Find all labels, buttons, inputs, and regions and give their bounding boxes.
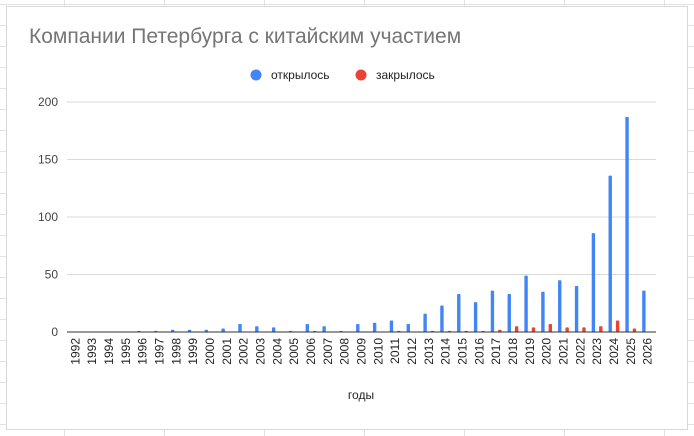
x-tick-label: 2004: [270, 338, 284, 365]
x-axis-title: годы: [348, 388, 374, 402]
legend-label: открылось: [271, 68, 330, 82]
bar-opened: [591, 233, 596, 332]
bar-opened: [524, 275, 528, 332]
bar-opened: [271, 327, 276, 332]
bar-opened: [187, 329, 192, 332]
x-tick-label: 2005: [287, 338, 301, 365]
x-tick-label: 2023: [590, 338, 604, 365]
bar-closed: [582, 327, 586, 332]
gridlines: [67, 101, 656, 275]
bar-closed: [565, 327, 569, 332]
x-tick-label: 2017: [489, 338, 503, 365]
bar-closed: [498, 329, 502, 332]
bar-opened: [372, 322, 377, 332]
x-tick-label: 2007: [321, 338, 335, 365]
bar-closed: [615, 320, 620, 332]
bar-closed: [632, 328, 637, 332]
bar-opened: [255, 326, 259, 332]
x-tick-label: 1995: [119, 338, 133, 365]
bar-opened: [642, 290, 646, 332]
x-tick-label: 1992: [68, 338, 82, 365]
x-tick-label: 2018: [506, 338, 520, 365]
x-tick-label: 2000: [203, 338, 217, 365]
chart-card[interactable]: [6, 6, 688, 430]
x-tick-label: 2025: [624, 338, 638, 365]
bar-closed: [548, 323, 553, 332]
x-tick-label: 2026: [641, 338, 655, 365]
x-tick-label: 2021: [556, 338, 570, 365]
x-tick-label: 2008: [338, 338, 352, 365]
bar-closed: [599, 326, 603, 332]
x-tick-labels: 1992 1993 1994 1995 1996 1997 1998 1999 2000 2001…: [68, 338, 654, 365]
y-tick-label: 200: [38, 95, 58, 109]
y-tick-label: 50: [45, 268, 59, 282]
x-tick-label: 2016: [472, 338, 486, 365]
bar-opened: [440, 305, 444, 332]
x-tick-label: 2014: [439, 338, 453, 365]
x-tick-label: 1997: [153, 338, 167, 365]
bar-opened: [406, 323, 410, 332]
x-tick-label: 2002: [237, 338, 251, 365]
legend: открылось закрылось: [250, 68, 435, 82]
x-tick-label: 2006: [304, 338, 318, 365]
x-tick-label: 1994: [102, 338, 116, 365]
x-tick-label: 1998: [169, 338, 183, 365]
legend-swatch: [355, 69, 367, 81]
bar-opened: [457, 294, 461, 332]
bar-opened: [423, 313, 427, 332]
bar-opened: [558, 280, 562, 332]
bar-closed: [531, 327, 536, 332]
bar-opened: [204, 329, 209, 332]
bar-opened: [238, 323, 242, 332]
y-tick-label: 150: [38, 153, 58, 167]
bar-opened: [608, 175, 612, 332]
x-tick-label: 1996: [136, 338, 150, 365]
bar-opened: [541, 291, 545, 332]
x-tick-label: 1999: [186, 338, 200, 365]
bars: [137, 116, 646, 332]
y-tick-label: 0: [51, 325, 58, 339]
bar-opened: [356, 323, 360, 332]
y-tick-label: 100: [38, 210, 58, 224]
x-tick-label: 2020: [540, 338, 554, 365]
bar-opened: [305, 323, 310, 332]
x-tick-label: 2013: [422, 338, 436, 365]
legend-swatch: [250, 69, 262, 81]
x-tick-label: 2012: [405, 338, 419, 365]
x-tick-label: 2001: [220, 338, 234, 365]
x-tick-label: 2003: [254, 338, 268, 365]
x-tick-label: 2011: [388, 338, 402, 364]
x-tick-label: 2015: [455, 338, 469, 365]
bar-opened: [490, 290, 495, 332]
bar-closed: [514, 326, 519, 332]
x-tick-label: 2010: [371, 338, 385, 365]
x-tick-label: 2019: [523, 338, 537, 365]
x-tick-label: 2009: [355, 338, 369, 365]
bar-opened: [170, 329, 175, 332]
legend-label: закрылось: [376, 68, 435, 82]
bar-opened: [322, 326, 326, 332]
bar-opened: [574, 286, 579, 332]
chart-title: Компании Петербурга с китайским участием: [29, 25, 462, 48]
bar-opened: [389, 320, 394, 332]
x-tick-label: 2022: [573, 338, 587, 365]
bar-opened: [507, 294, 511, 332]
bar-opened: [473, 302, 478, 332]
x-tick-label: 2024: [607, 338, 621, 365]
bar-opened: [625, 116, 629, 332]
bar-opened: [221, 328, 225, 332]
x-tick-label: 1993: [85, 338, 99, 365]
y-tick-labels: 0 50 100 150 200: [38, 95, 58, 339]
